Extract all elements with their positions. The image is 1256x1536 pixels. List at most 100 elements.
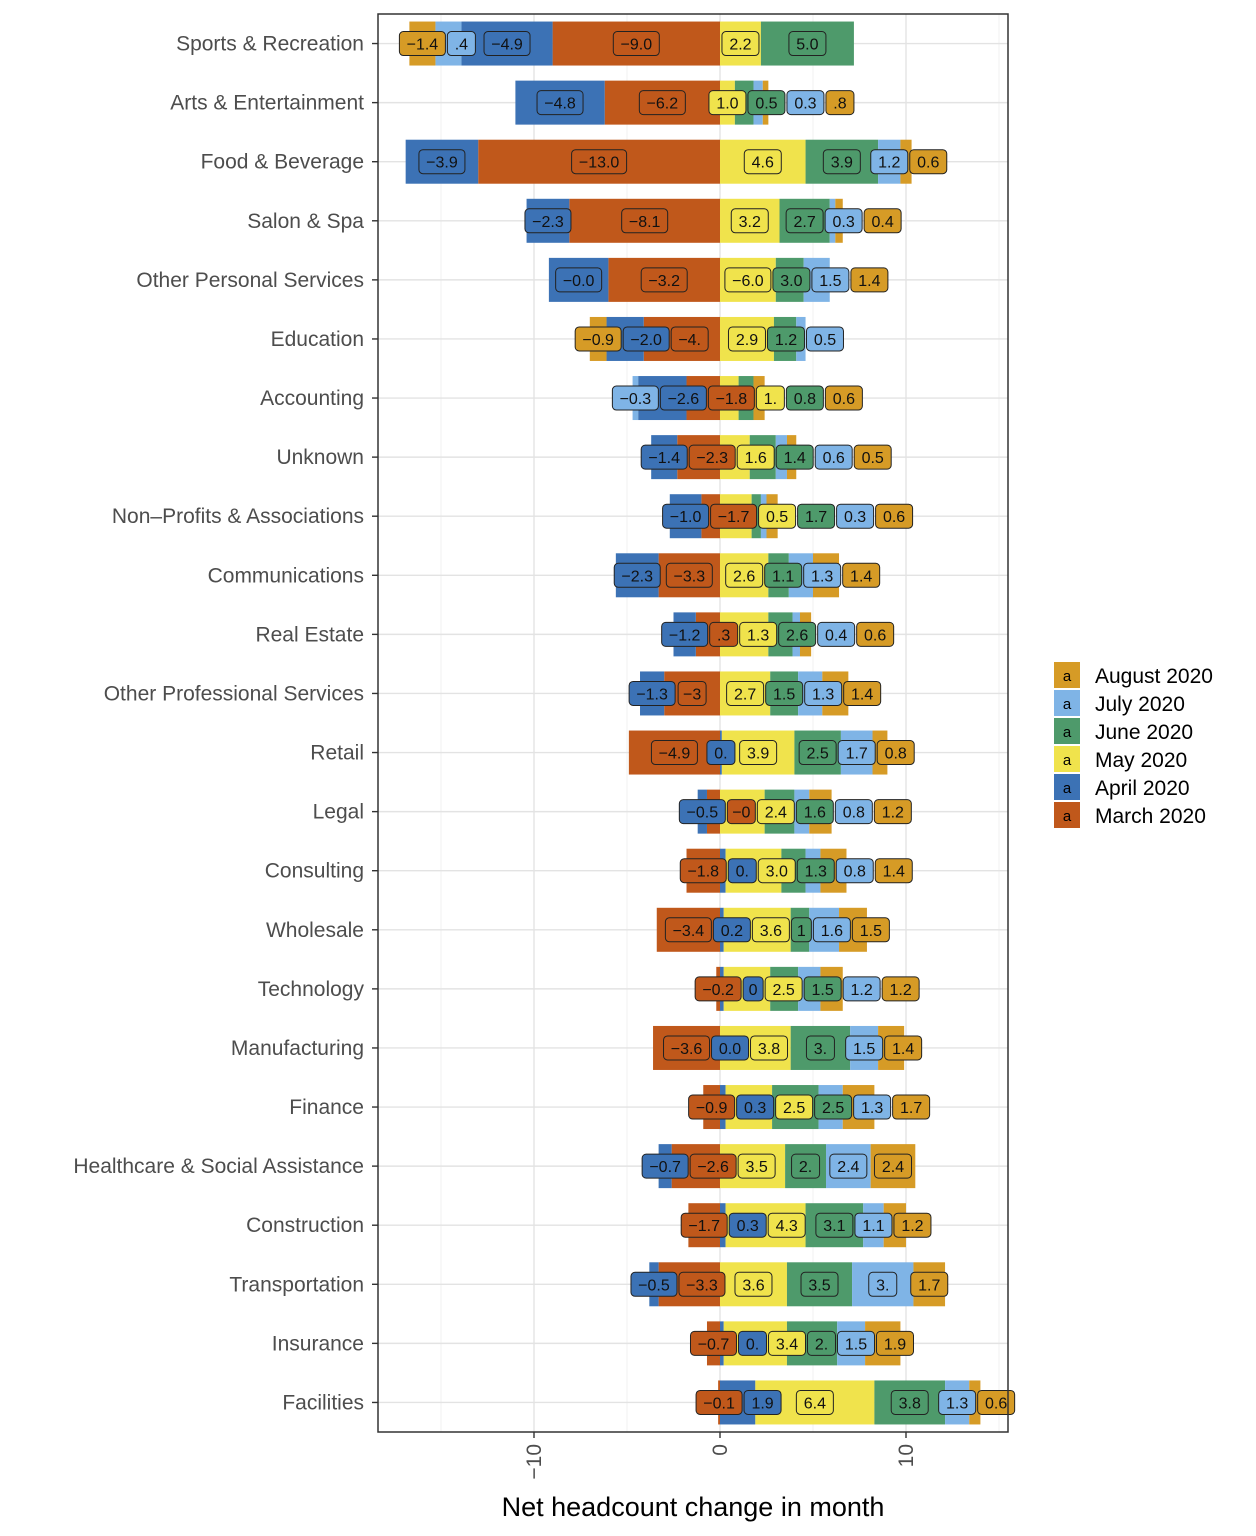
data-label: 1.2 <box>873 799 912 825</box>
data-label-box <box>641 1153 689 1179</box>
data-label: 3.6 <box>734 1271 773 1297</box>
data-label-text: 2.7 <box>794 214 816 231</box>
data-label-text: −1.4 <box>648 450 680 467</box>
data-label-box <box>726 799 756 825</box>
data-label: −3.3 <box>665 562 713 588</box>
data-label: 1.7 <box>892 1094 931 1120</box>
data-label: 1.9 <box>743 1389 782 1415</box>
data-label-text: 0.6 <box>833 391 855 408</box>
category-axis: Sports & Recreation Arts & Entertainment F… <box>73 33 378 1414</box>
data-label-text: 0. <box>736 864 749 881</box>
legend-key-letter: a <box>1063 752 1072 769</box>
data-label-box <box>670 326 709 352</box>
data-label-text: 3.2 <box>739 214 761 231</box>
data-label: −1.2 <box>661 621 709 647</box>
data-label-text: 0.8 <box>844 864 866 881</box>
data-label-text: 3.1 <box>823 1218 845 1235</box>
data-label: 0.6 <box>814 444 853 470</box>
data-label-text: −6.0 <box>732 273 764 290</box>
data-label: 0.5 <box>747 90 786 116</box>
data-label-text: −4.9 <box>491 37 523 54</box>
legend-item: a May 2020 <box>1054 746 1187 772</box>
data-label-text: 1.9 <box>751 1395 773 1412</box>
data-label: −2.3 <box>688 444 736 470</box>
data-label-box <box>613 562 661 588</box>
category-label: Accounting <box>260 387 364 410</box>
data-label-box <box>881 976 920 1002</box>
data-label-box <box>524 208 572 234</box>
category-label: Legal <box>313 801 364 824</box>
data-label: .4 <box>446 31 476 57</box>
data-label: 2.7 <box>785 208 824 234</box>
data-label-box <box>893 1212 932 1238</box>
category-label: Other Personal Services <box>136 269 364 292</box>
data-label-box <box>725 562 764 588</box>
data-label-box <box>796 858 835 884</box>
data-label-text: 4.6 <box>752 155 774 172</box>
legend-key-letter: a <box>1063 808 1072 825</box>
data-label-text: 1.2 <box>882 805 904 822</box>
legend-item: a July 2020 <box>1054 690 1185 716</box>
data-label: 1. <box>755 385 785 411</box>
data-label-text: −4. <box>678 332 701 349</box>
data-label-box <box>724 267 772 293</box>
data-label-text: −0.2 <box>702 982 734 999</box>
data-label: 1.3 <box>796 858 835 884</box>
data-label: 1.2 <box>870 149 909 175</box>
data-label-box <box>800 1271 839 1297</box>
category-label: Other Professional Services <box>104 682 364 705</box>
data-label-box <box>737 1330 767 1356</box>
data-label-text: 0.4 <box>872 214 894 231</box>
data-label-text: −1.4 <box>407 37 439 54</box>
data-label: 3.6 <box>751 917 790 943</box>
data-label-box <box>638 90 686 116</box>
legend: a August 2020 a July 2020 a June 2020 a May 202… <box>1054 662 1213 828</box>
data-label-box <box>728 1212 767 1238</box>
data-label-box <box>803 562 842 588</box>
data-label-text: 1.7 <box>900 1100 922 1117</box>
data-label-text: 1.2 <box>890 982 912 999</box>
data-label-box <box>662 503 710 529</box>
data-label-box <box>822 149 861 175</box>
category-label: Technology <box>258 978 365 1001</box>
legend-item: a April 2020 <box>1054 774 1190 800</box>
category-label: Education <box>271 328 364 351</box>
data-label: 1.7 <box>910 1271 949 1297</box>
data-label-text: 0 <box>749 982 758 999</box>
data-label-text: 1.7 <box>918 1277 940 1294</box>
data-label: −6.2 <box>638 90 686 116</box>
data-label-text: −3.4 <box>673 923 705 940</box>
data-label-text: −0.5 <box>638 1277 670 1294</box>
data-label-text: 0.2 <box>721 923 743 940</box>
data-label: 3.0 <box>757 858 796 884</box>
data-label-box <box>750 1035 789 1061</box>
data-label: −0.3 <box>611 385 659 411</box>
data-label: 4.6 <box>743 149 782 175</box>
data-label-box <box>677 680 707 706</box>
legend-label: May 2020 <box>1095 749 1187 772</box>
category-label: Consulting <box>265 860 364 883</box>
data-label-text: 3.6 <box>760 923 782 940</box>
data-label-text: 3.4 <box>776 1336 798 1353</box>
data-label-box <box>708 90 747 116</box>
data-label-text: .4 <box>455 37 468 54</box>
data-label: 1.9 <box>875 1330 914 1356</box>
data-label-box <box>815 1212 854 1238</box>
data-label-text: 1.4 <box>883 864 905 881</box>
data-label-text: 0.6 <box>985 1395 1007 1412</box>
data-label-box <box>757 858 796 884</box>
data-label: −0.0 <box>555 267 603 293</box>
data-label-box <box>612 31 660 57</box>
data-label: 0.3 <box>836 503 875 529</box>
data-label-text: −0.7 <box>698 1336 730 1353</box>
data-label: 2.6 <box>725 562 764 588</box>
data-label-text: −2.0 <box>630 332 662 349</box>
data-label: 0.8 <box>834 799 873 825</box>
data-label-box <box>743 149 782 175</box>
data-label-text: −9.0 <box>621 37 653 54</box>
data-label: 3.9 <box>739 740 778 766</box>
data-label-text: 2.4 <box>837 1159 859 1176</box>
data-label-box <box>845 1035 884 1061</box>
value-axis: −10 0 10 <box>523 1432 918 1480</box>
data-label: 1.3 <box>938 1389 977 1415</box>
